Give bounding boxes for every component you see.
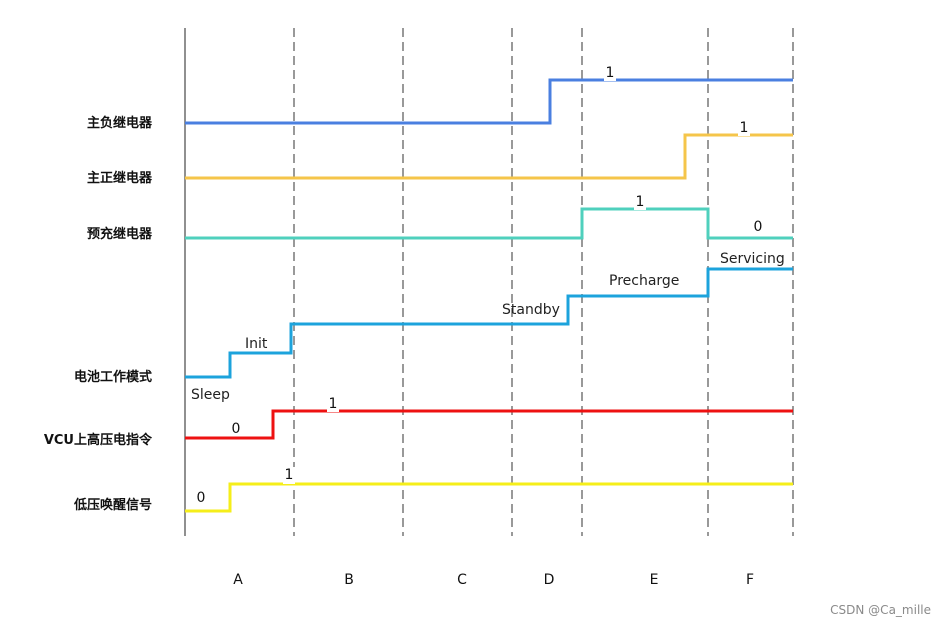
- signal-label-vcu-hv-command: VCU上高压电指令: [44, 432, 153, 448]
- mode-label-servicing: Servicing: [720, 251, 785, 267]
- waveform-vcu-hv-command: [185, 409, 793, 440]
- signal-label-battery-mode: 电池工作模式: [74, 369, 152, 385]
- phase-boundaries: [293, 28, 794, 536]
- phase-label-c: C: [457, 572, 467, 588]
- waveform-main-negative-relay: [185, 78, 793, 125]
- phase-label-d: D: [544, 572, 555, 588]
- phase-label-e: E: [650, 572, 659, 588]
- value-label: 0: [232, 421, 241, 437]
- value-label: 0: [197, 490, 206, 506]
- mode-label-precharge: Precharge: [609, 273, 679, 289]
- mode-label-sleep: Sleep: [191, 387, 230, 403]
- waveform-battery-mode: [185, 267, 793, 379]
- signal-label-main-positive-relay: 主正继电器: [87, 170, 153, 186]
- value-label: 1: [285, 467, 294, 483]
- phase-label-b: B: [344, 572, 354, 588]
- phase-label-a: A: [233, 572, 243, 588]
- signal-label-lv-wakeup: 低压唤醒信号: [73, 497, 152, 513]
- value-label: 1: [329, 396, 338, 412]
- waveform-main-positive-relay: [185, 133, 793, 180]
- value-label: 1: [740, 120, 749, 136]
- phase-label-f: F: [746, 572, 754, 588]
- mode-label-standby: Standby: [502, 302, 560, 318]
- waveform-precharge-relay: [185, 207, 793, 240]
- value-label: 0: [754, 219, 763, 235]
- signal-label-precharge-relay: 预充继电器: [87, 226, 153, 242]
- waveform-lv-wakeup: [185, 482, 793, 513]
- signal-label-main-negative-relay: 主负继电器: [87, 115, 153, 131]
- value-label: 1: [606, 65, 615, 81]
- mode-label-init: Init: [245, 336, 268, 352]
- value-label: 1: [636, 194, 645, 210]
- watermark: CSDN @Ca_mille: [830, 603, 931, 617]
